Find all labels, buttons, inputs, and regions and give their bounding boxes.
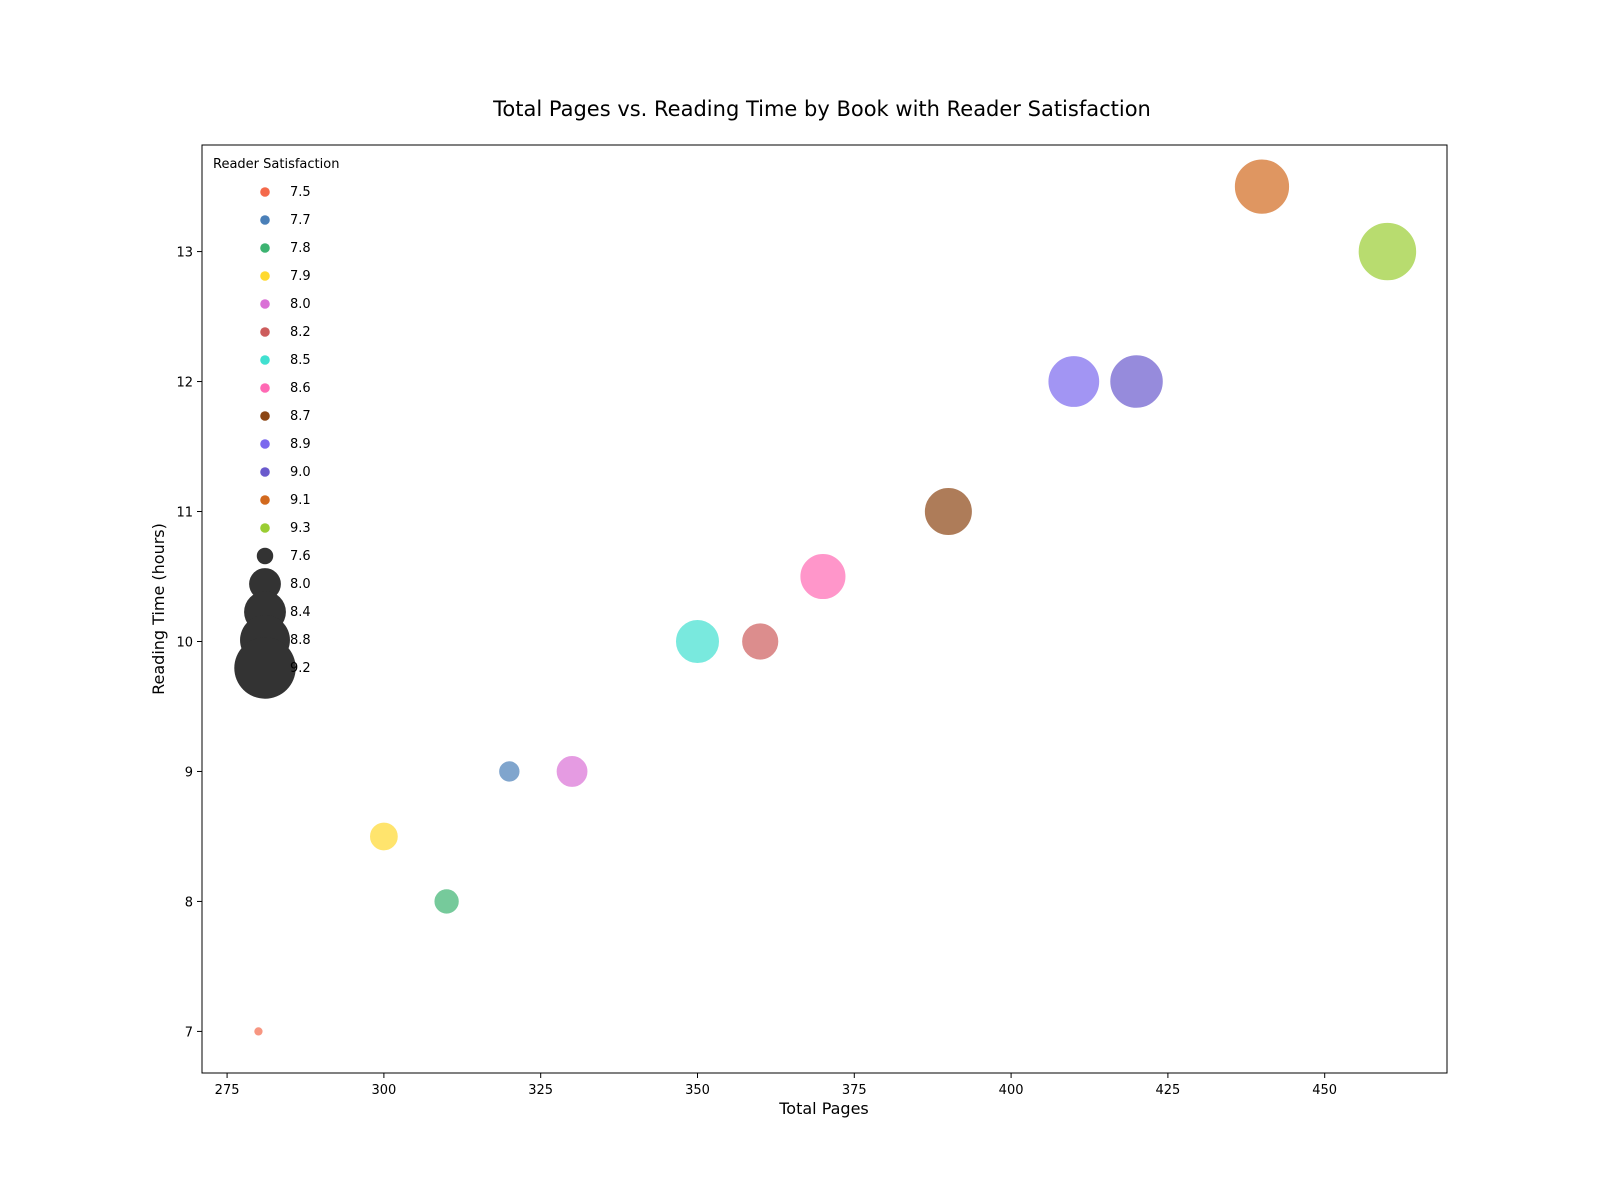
legend: Reader Satisfaction 7.5 7.7 7.8 7.9 8.0 8.2 8.… (213, 157, 339, 699)
legend-label: 7.9 (290, 269, 311, 284)
x-tick-label: 275 (215, 1083, 240, 1098)
x-tick-label: 400 (999, 1083, 1024, 1098)
legend-label: 8.0 (290, 297, 311, 312)
legend-label: 7.8 (290, 241, 311, 256)
x-tick-label: 375 (842, 1083, 867, 1098)
scatter-point (498, 760, 521, 783)
legend-size-marker (234, 637, 296, 699)
scatter-point (433, 888, 460, 915)
x-tick-label: 325 (528, 1083, 553, 1098)
y-tick-label: 8 (185, 895, 193, 910)
legend-marker (260, 439, 270, 449)
legend-size-label: 8.8 (290, 633, 311, 648)
scatter-point (555, 755, 589, 788)
legend-marker (260, 467, 270, 477)
legend-label: 7.7 (290, 213, 311, 228)
legend-marker (260, 299, 270, 309)
legend-title: Reader Satisfaction (213, 157, 339, 172)
legend-marker (260, 187, 270, 197)
y-tick-label: 10 (176, 635, 193, 650)
legend-marker (260, 243, 270, 253)
y-tick-label: 13 (176, 246, 193, 261)
scatter-point (923, 487, 973, 537)
legend-size-marker (256, 547, 274, 565)
scatter-point (1357, 221, 1418, 282)
legend-label: 8.7 (290, 409, 311, 424)
x-tick-label: 300 (371, 1083, 396, 1098)
scatter-point (253, 1026, 264, 1037)
plot-frame (201, 144, 1448, 1074)
legend-size-label: 8.0 (290, 577, 311, 592)
y-tick-label: 9 (185, 765, 193, 780)
legend-marker (260, 383, 270, 393)
legend-label: 9.0 (290, 465, 311, 480)
legend-label: 8.6 (290, 381, 311, 396)
x-axis: 275 300 325 350 375 400 425 450 (215, 1073, 1337, 1098)
scatter-point (369, 821, 399, 852)
scatter-point (674, 618, 720, 664)
plot-area (253, 158, 1418, 1037)
legend-marker (260, 215, 270, 225)
legend-label: 9.3 (290, 521, 311, 536)
x-tick-label: 425 (1155, 1083, 1180, 1098)
scatter-point (1233, 158, 1291, 215)
y-tick-label: 7 (185, 1025, 193, 1040)
scatter-point (1109, 354, 1164, 409)
legend-marker (260, 495, 270, 505)
y-tick-label: 12 (176, 376, 193, 391)
y-axis-label: Reading Time (hours) (149, 523, 168, 695)
legend-size-label: 8.4 (290, 605, 311, 620)
legend-label: 8.2 (290, 325, 311, 340)
legend-marker (260, 327, 270, 337)
chart-title: Total Pages vs. Reading Time by Book wit… (492, 97, 1151, 121)
legend-label: 7.5 (290, 185, 311, 200)
legend-marker (260, 355, 270, 365)
legend-label: 8.9 (290, 437, 311, 452)
scatter-point (1047, 355, 1101, 408)
legend-size-label: 7.6 (290, 549, 311, 564)
y-axis: 7 8 9 10 11 12 13 (176, 246, 202, 1040)
x-tick-label: 450 (1312, 1083, 1337, 1098)
y-tick-label: 11 (176, 506, 193, 521)
legend-size-label: 9.2 (290, 661, 311, 676)
x-tick-label: 350 (685, 1083, 710, 1098)
scatter-point (741, 622, 780, 661)
legend-marker (260, 411, 270, 421)
x-axis-label: Total Pages (778, 1099, 869, 1118)
legend-label: 9.1 (290, 493, 311, 508)
legend-label: 8.5 (290, 353, 311, 368)
legend-size-marker (249, 568, 281, 600)
scatter-point (799, 552, 847, 601)
legend-marker (260, 271, 270, 281)
legend-marker (260, 523, 270, 533)
